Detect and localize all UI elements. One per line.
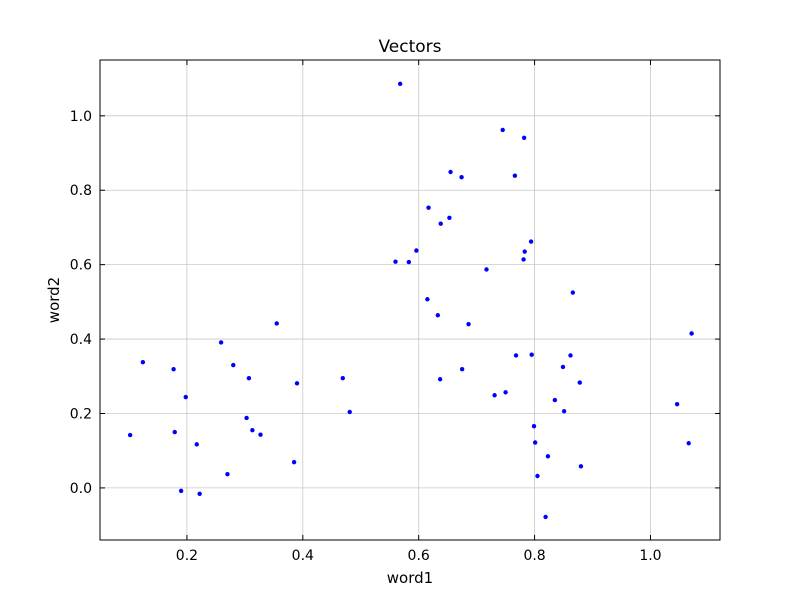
x-tick-label: 0.8 <box>523 548 545 564</box>
y-tick-label: 0.6 <box>70 258 92 274</box>
data-point <box>466 321 471 327</box>
data-point <box>459 367 465 372</box>
data-point <box>543 514 548 520</box>
data-point <box>426 205 431 210</box>
data-point <box>406 259 412 265</box>
data-point <box>459 175 464 180</box>
data-point <box>347 409 352 415</box>
data-point <box>437 377 443 382</box>
data-point <box>414 248 419 253</box>
data-point <box>568 353 573 358</box>
x-tick-label: 1.0 <box>639 548 661 564</box>
data-point <box>545 454 551 459</box>
chart-title: Vectors <box>378 37 441 57</box>
data-point <box>512 173 518 178</box>
data-point <box>500 127 505 133</box>
data-points <box>127 81 694 520</box>
y-axis-label: word2 <box>45 277 63 323</box>
data-point <box>171 367 176 372</box>
tick-labels: 0.2 0.4 0.6 0.8 1.0 0.0 0.2 0.4 0.6 0.8 1.0 <box>70 109 662 564</box>
data-point <box>340 375 345 381</box>
data-point <box>529 352 534 357</box>
data-point <box>570 290 576 295</box>
data-point <box>689 331 694 336</box>
data-point <box>532 440 538 445</box>
grid-lines <box>100 60 720 540</box>
data-point <box>578 464 584 469</box>
data-point <box>447 215 452 220</box>
x-tick-label: 0.4 <box>292 548 314 564</box>
data-point <box>172 429 177 435</box>
x-axis-label: word1 <box>387 569 433 587</box>
plot-area <box>100 60 720 540</box>
data-point <box>393 259 398 264</box>
data-point <box>218 340 224 345</box>
y-tick-label: 0.2 <box>70 406 92 422</box>
data-point <box>492 393 497 398</box>
data-point <box>531 423 537 429</box>
data-point <box>484 267 489 272</box>
data-point <box>183 394 188 400</box>
data-point <box>225 471 230 477</box>
data-point <box>258 432 263 437</box>
data-point <box>274 321 279 326</box>
data-point <box>194 442 199 447</box>
plot-frame <box>99 59 721 541</box>
x-tick-label: 0.6 <box>408 548 430 564</box>
data-point <box>686 441 691 446</box>
data-point <box>178 488 184 494</box>
data-point <box>535 473 540 479</box>
y-tick-label: 0.0 <box>70 481 92 497</box>
y-tick-label: 0.4 <box>70 332 92 348</box>
data-point <box>197 491 202 497</box>
data-point <box>244 415 249 421</box>
data-point <box>294 381 300 386</box>
data-point <box>438 221 443 226</box>
data-point <box>291 460 297 465</box>
y-tick-label: 1.0 <box>70 109 92 125</box>
data-point <box>397 81 403 87</box>
x-tick-label: 0.2 <box>176 548 198 564</box>
axis-ticks <box>100 60 720 540</box>
data-point <box>231 362 236 368</box>
data-point <box>435 313 441 318</box>
data-point <box>140 359 146 365</box>
data-point <box>561 409 567 414</box>
data-point <box>552 397 558 403</box>
data-point <box>528 239 534 244</box>
data-point <box>503 390 508 395</box>
data-point <box>560 364 566 370</box>
data-point <box>250 428 255 433</box>
data-point <box>521 135 527 140</box>
data-point <box>127 432 133 438</box>
data-point <box>246 375 252 381</box>
y-tick-label: 0.8 <box>70 183 92 199</box>
data-point <box>521 257 526 262</box>
data-point <box>522 249 527 254</box>
data-point <box>448 169 453 175</box>
data-point <box>425 297 430 302</box>
data-point <box>674 401 680 407</box>
data-point <box>513 353 519 358</box>
data-point <box>577 380 582 385</box>
